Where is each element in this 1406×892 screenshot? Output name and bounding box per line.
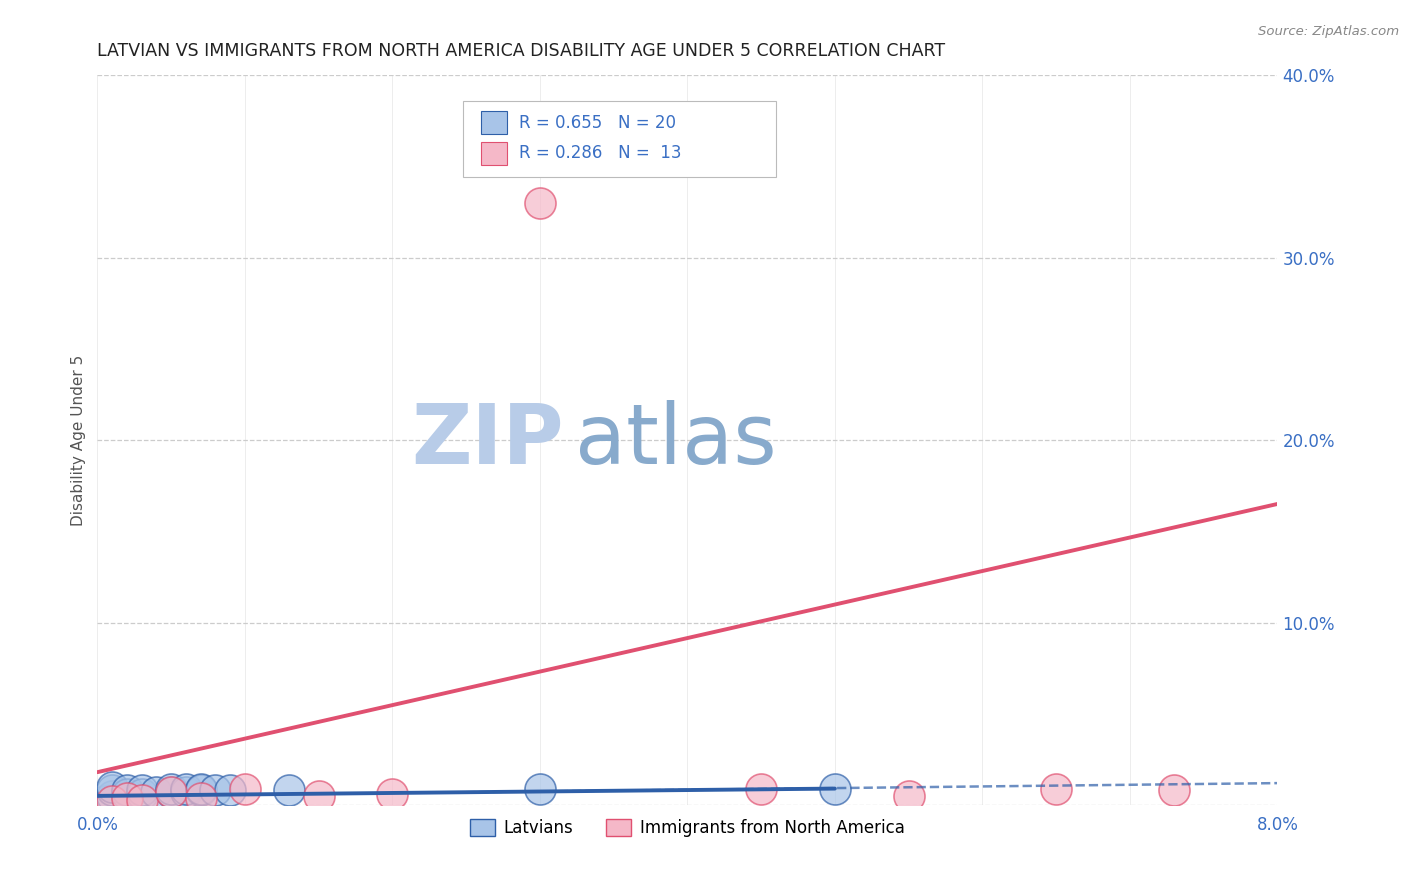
- Text: LATVIAN VS IMMIGRANTS FROM NORTH AMERICA DISABILITY AGE UNDER 5 CORRELATION CHAR: LATVIAN VS IMMIGRANTS FROM NORTH AMERICA…: [97, 42, 945, 60]
- Point: [115, 790, 138, 805]
- Point: [115, 783, 138, 797]
- Text: R = 0.655   N = 20: R = 0.655 N = 20: [519, 113, 676, 132]
- Text: R = 0.286   N =  13: R = 0.286 N = 13: [519, 145, 681, 162]
- Point: [93, 794, 115, 808]
- Point: [131, 783, 153, 797]
- Point: [1045, 781, 1067, 796]
- Legend: Latvians, Immigrants from North America: Latvians, Immigrants from North America: [464, 813, 911, 844]
- Point: [101, 789, 124, 803]
- Point: [233, 781, 256, 796]
- Point: [131, 787, 153, 801]
- Point: [204, 783, 226, 797]
- Point: [160, 785, 183, 799]
- Point: [308, 789, 330, 803]
- Point: [160, 785, 183, 799]
- Y-axis label: Disability Age Under 5: Disability Age Under 5: [72, 354, 86, 525]
- FancyBboxPatch shape: [463, 101, 776, 178]
- Point: [190, 783, 212, 797]
- Text: Source: ZipAtlas.com: Source: ZipAtlas.com: [1258, 25, 1399, 38]
- Point: [529, 781, 551, 796]
- Point: [101, 783, 124, 797]
- Point: [160, 781, 183, 796]
- Point: [824, 781, 846, 796]
- Point: [101, 780, 124, 794]
- Point: [219, 783, 242, 797]
- Point: [749, 781, 772, 796]
- Point: [101, 794, 124, 808]
- Point: [897, 789, 920, 803]
- Point: [1163, 783, 1185, 797]
- Point: [190, 790, 212, 805]
- Point: [131, 792, 153, 806]
- Text: ZIP: ZIP: [411, 400, 564, 481]
- Point: [278, 783, 301, 797]
- Bar: [481, 111, 506, 135]
- Bar: [481, 142, 506, 165]
- Point: [115, 787, 138, 801]
- Point: [529, 195, 551, 210]
- Point: [174, 785, 197, 799]
- Point: [145, 785, 167, 799]
- Point: [174, 781, 197, 796]
- Point: [381, 787, 404, 801]
- Point: [190, 781, 212, 796]
- Text: atlas: atlas: [575, 400, 778, 481]
